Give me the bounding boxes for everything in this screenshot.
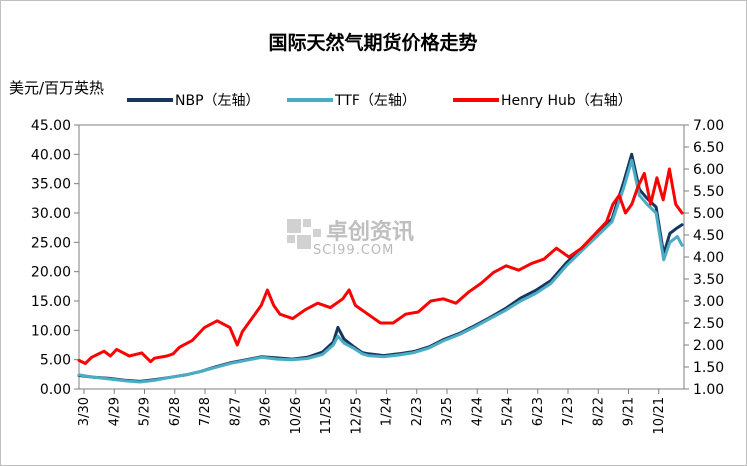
x-tick-label: 5/24 <box>501 397 516 426</box>
x-tick-label: 4/24 <box>470 397 485 426</box>
x-tick-label: 7/23 <box>561 397 576 426</box>
x-tick-label: 1/24 <box>380 397 395 426</box>
y-right-tick-label: 3.00 <box>693 294 724 310</box>
x-tick-label: 8/22 <box>591 397 606 426</box>
y-right-tick-label: 3.50 <box>693 272 724 288</box>
x-tick-label: 3/25 <box>440 397 455 426</box>
x-tick-label: 7/28 <box>198 397 213 426</box>
y-left-tick-label: 5.00 <box>40 353 71 369</box>
x-tick-label: 9/26 <box>259 397 274 426</box>
legend-label: TTF（左轴） <box>334 93 416 109</box>
y-right-tick-label: 5.00 <box>693 206 724 222</box>
x-tick-label: 9/21 <box>622 397 637 426</box>
y-right-tick-label: 4.00 <box>693 250 724 266</box>
x-tick-label: 6/28 <box>168 397 183 426</box>
y-left-tick-label: 15.00 <box>31 294 71 310</box>
y-right-tick-label: 2.00 <box>693 338 724 354</box>
legend: NBP（左轴） TTF（左轴） Henry Hub（右轴） <box>127 93 632 109</box>
y-left-axis-label: 美元/百万英热 <box>9 79 104 97</box>
x-tick-label: 5/29 <box>138 397 153 426</box>
x-tick-label: 11/25 <box>319 397 334 434</box>
x-tick-label: 3/30 <box>77 397 92 426</box>
x-tick-label: 4/29 <box>107 397 122 426</box>
y-right-tick-label: 1.50 <box>693 360 724 376</box>
chart-title: 国际天然气期货价格走势 <box>268 31 477 54</box>
x-tick-label: 6/23 <box>531 397 546 426</box>
x-tick-label: 12/25 <box>349 397 364 434</box>
legend-label: NBP（左轴） <box>175 93 260 109</box>
y-left-tick-label: 0.00 <box>40 382 71 398</box>
y-left-tick-label: 45.00 <box>31 118 71 134</box>
y-left-tick-label: 30.00 <box>31 206 71 222</box>
series-line-henry-hub <box>77 167 684 365</box>
y-left-tick-label: 25.00 <box>31 235 71 251</box>
watermark-brand: 卓创资讯 <box>326 220 414 245</box>
x-tick-label: 10/26 <box>289 397 304 434</box>
y-right-tick-label: 7.00 <box>693 118 724 134</box>
y-left-tick-label: 20.00 <box>31 265 71 281</box>
watermark <box>287 219 321 249</box>
y-left-tick-label: 10.00 <box>31 323 71 339</box>
series-line-ttf <box>77 158 684 384</box>
series-layer <box>77 152 684 384</box>
x-tick-label: 8/27 <box>228 397 243 426</box>
watermark-logo-icon <box>287 219 321 249</box>
y-right-tick-label: 4.50 <box>693 228 724 244</box>
axes: 0.00 5.00 10.00 15.00 20.00 25.00 30.00 35.00 40… <box>31 118 724 434</box>
y-left-tick-label: 35.00 <box>31 177 71 193</box>
y-right-tick-label: 1.00 <box>693 382 724 398</box>
y-left-tick-label: 40.00 <box>31 147 71 163</box>
y-right-tick-label: 6.50 <box>693 140 724 156</box>
y-right-tick-label: 6.00 <box>693 162 724 178</box>
x-tick-label: 2/23 <box>410 397 425 426</box>
watermark-site: SCI99.COM <box>313 243 394 258</box>
y-right-tick-label: 5.50 <box>693 184 724 200</box>
y-right-tick-label: 2.50 <box>693 316 724 332</box>
x-tick-label: 10/21 <box>652 397 667 434</box>
series-line-nbp <box>77 152 684 383</box>
legend-label: Henry Hub（右轴） <box>501 93 632 109</box>
